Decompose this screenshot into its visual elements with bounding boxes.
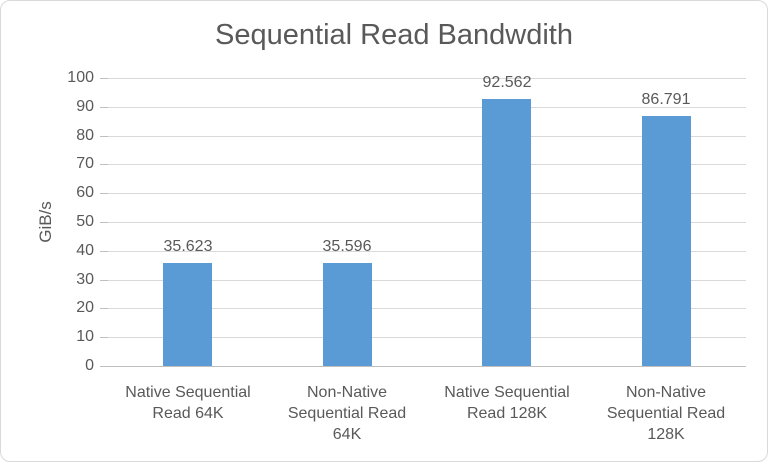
y-axis-tick	[100, 251, 108, 252]
y-tick-label: 0	[85, 357, 94, 374]
y-tick-label: 90	[76, 98, 94, 115]
bar-value-label: 35.623	[163, 238, 213, 255]
y-tick-label: 20	[76, 299, 94, 316]
bar	[323, 263, 372, 366]
y-axis-tick	[100, 193, 108, 194]
y-axis-tick	[100, 308, 108, 309]
category-label: Native Sequential Read 64K	[125, 384, 251, 422]
bar	[642, 116, 691, 366]
y-tick-label: 10	[76, 328, 94, 345]
gridline	[108, 164, 746, 165]
y-tick-label: 40	[76, 242, 94, 259]
gridline	[108, 251, 746, 252]
y-tick-label: 80	[76, 127, 94, 144]
gridline	[108, 308, 746, 309]
y-axis-tick	[100, 136, 108, 137]
y-tick-label: 30	[76, 271, 94, 288]
bar-value-label: 86.791	[641, 91, 691, 108]
bar	[482, 99, 531, 366]
gridline	[108, 337, 746, 338]
y-tick-label: 70	[76, 155, 94, 172]
bar	[163, 263, 212, 366]
category-label: Native Sequential Read 128K	[444, 384, 570, 422]
category-label: Non-Native Sequential Read 64K	[287, 384, 407, 443]
gridline	[108, 107, 746, 108]
category-label: Non-Native Sequential Read 128K	[606, 384, 726, 443]
y-axis-tick	[100, 78, 108, 79]
gridline	[108, 222, 746, 223]
bar-value-label: 92.562	[482, 74, 532, 91]
chart-title: Sequential Read Bandwdith	[215, 19, 573, 51]
gridline	[108, 280, 746, 281]
y-axis-tick	[100, 280, 108, 281]
y-axis-tick	[100, 366, 108, 367]
y-axis-tick	[100, 337, 108, 338]
y-tick-label: 60	[76, 184, 94, 201]
gridline	[108, 193, 746, 194]
y-axis-tick	[100, 164, 108, 165]
bar-value-label: 35.596	[322, 238, 372, 255]
y-axis-tick	[100, 107, 108, 108]
x-axis-line	[108, 366, 746, 367]
y-tick-label: 100	[67, 69, 94, 86]
y-axis-tick	[100, 222, 108, 223]
gridline	[108, 136, 746, 137]
y-tick-label: 50	[76, 213, 94, 230]
gridline	[108, 78, 746, 79]
